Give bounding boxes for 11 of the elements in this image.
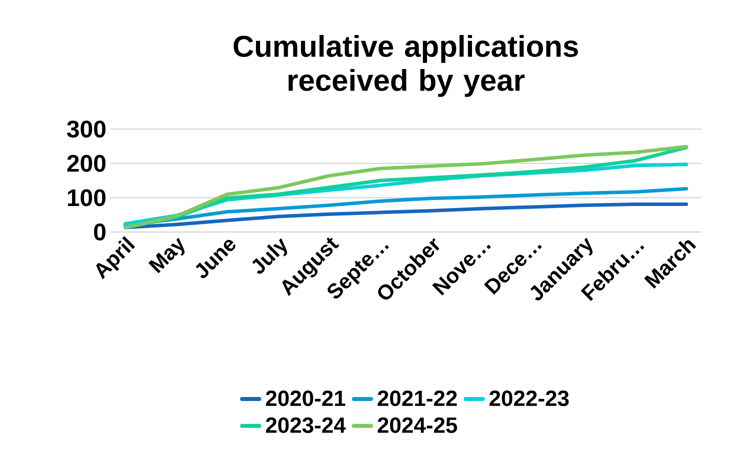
- chart-title: Cumulative applications received by year: [234, 34, 578, 97]
- legend-label: 2024-25: [378, 417, 458, 433]
- legend-label: 2020-21: [266, 390, 346, 406]
- legend-label: 2022-23: [490, 390, 569, 406]
- y-tick-label: 100: [68, 189, 106, 206]
- y-tick-label: 300: [66, 120, 106, 138]
- line-series: [124, 187, 688, 227]
- legend-label: 2021-22: [378, 390, 457, 406]
- legend-label: 2023-24: [266, 417, 346, 434]
- line-series: [124, 202, 688, 230]
- y-tick-label: 200: [67, 154, 106, 172]
